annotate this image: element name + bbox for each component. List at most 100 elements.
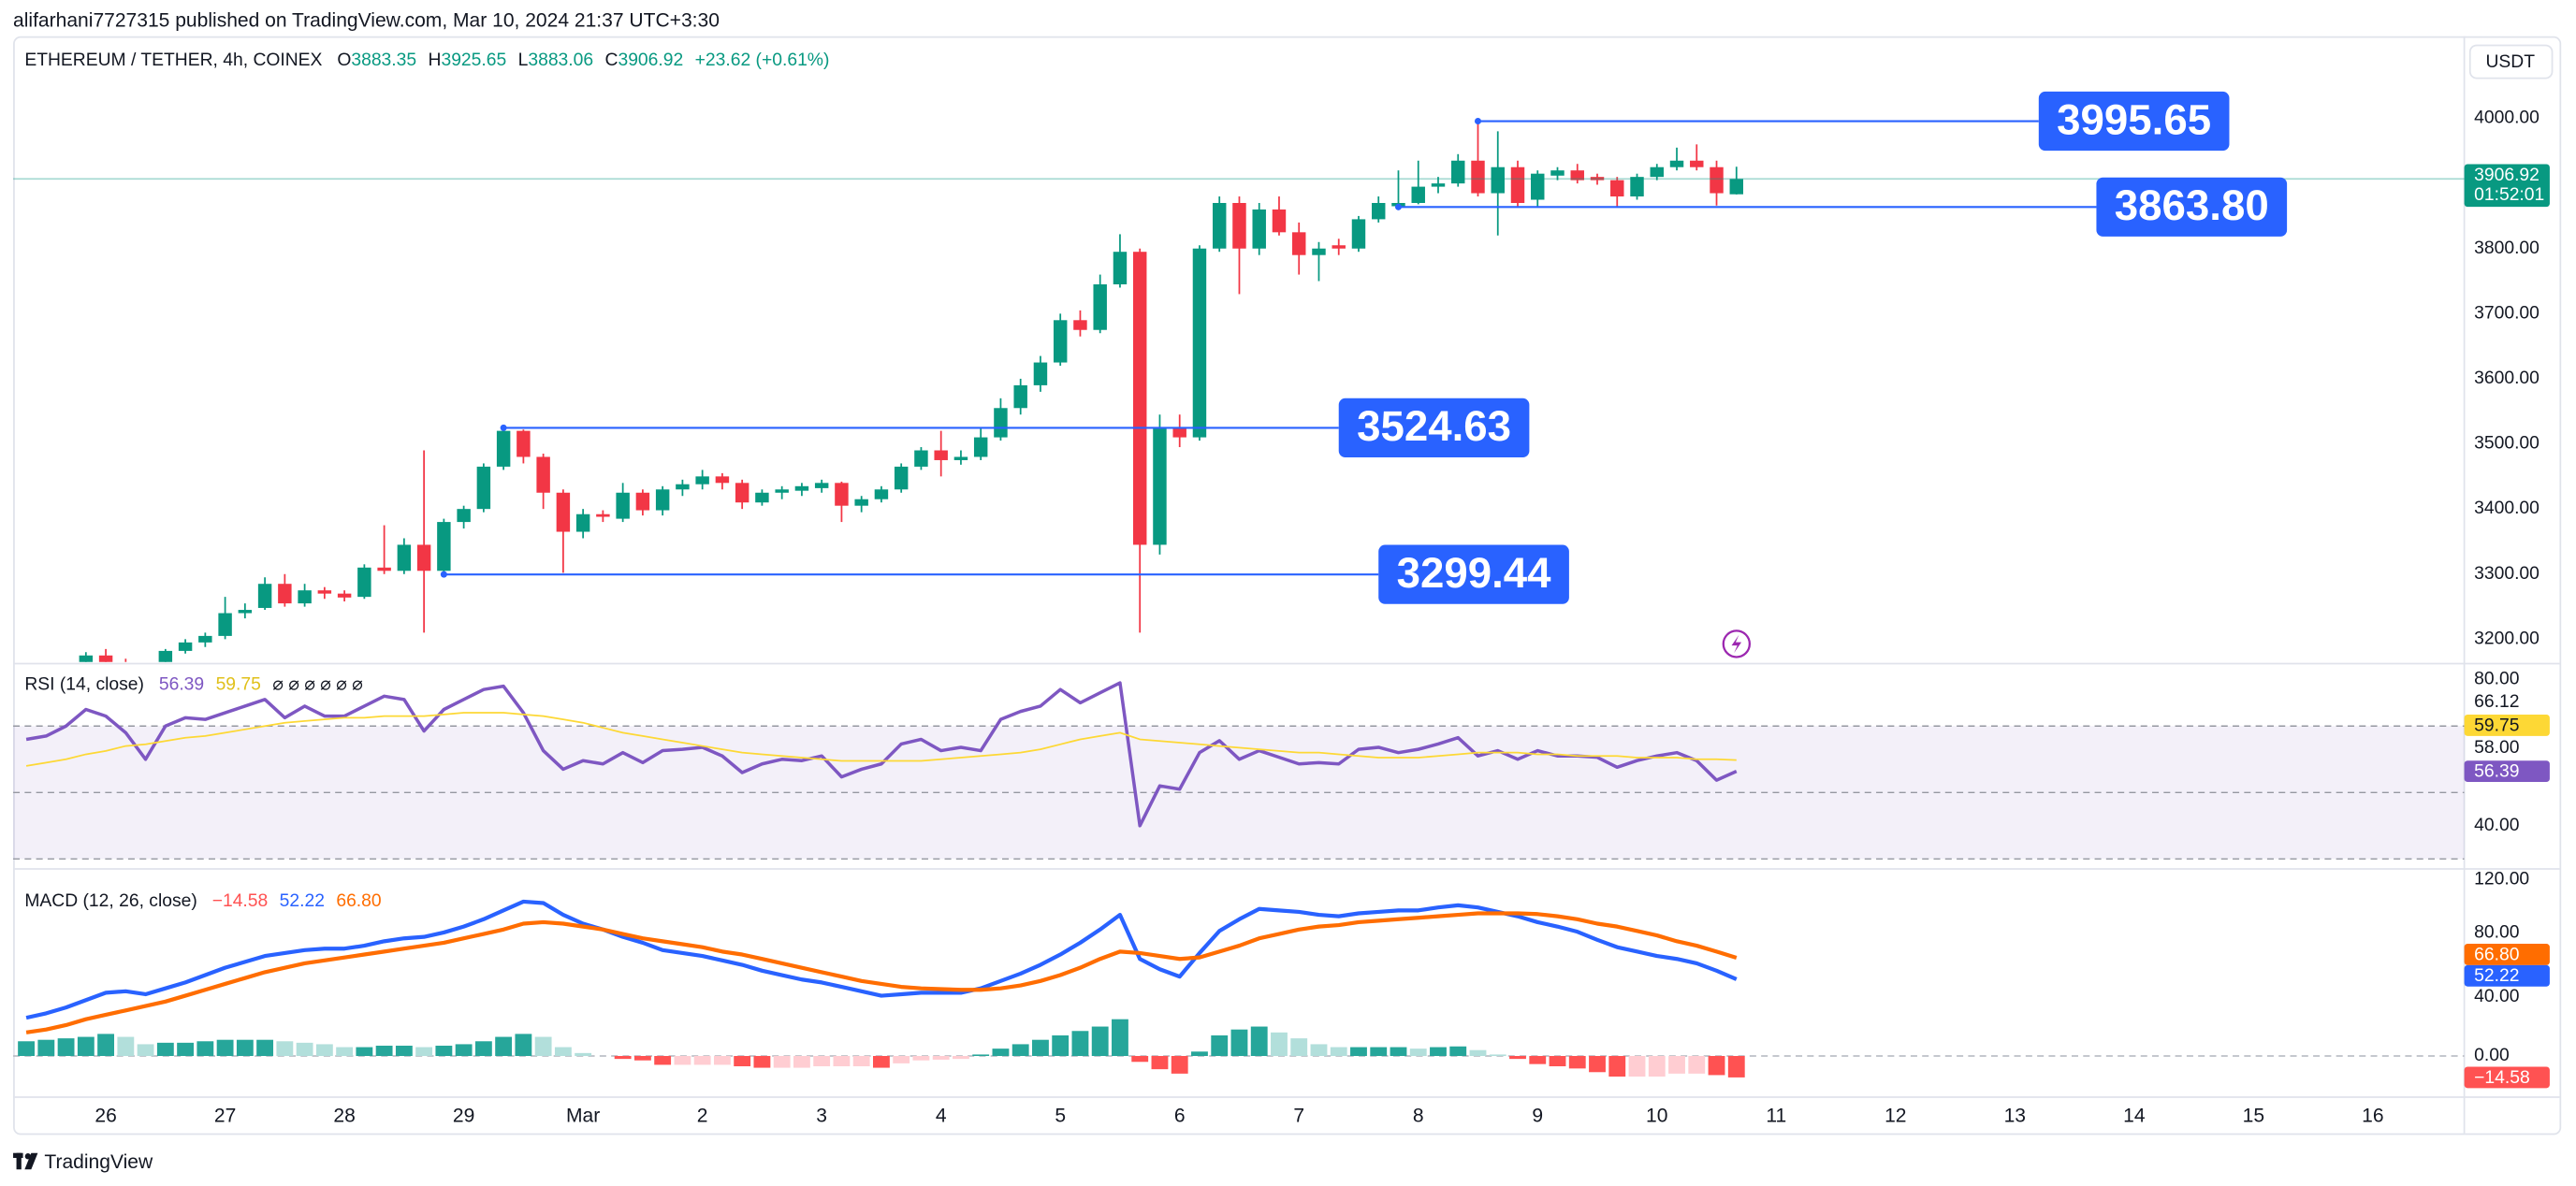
- candle-body: [357, 567, 371, 598]
- ohlc-value: 3925.65: [441, 51, 506, 70]
- histogram-bar: [156, 1042, 174, 1056]
- histogram-bar: [813, 1055, 831, 1066]
- y-tick-label: 80.00: [2474, 923, 2519, 943]
- candle-body: [198, 635, 212, 643]
- candle-body: [377, 567, 391, 571]
- candle-body: [814, 483, 829, 488]
- candle-body: [835, 483, 849, 506]
- alert-bolt[interactable]: [1731, 634, 1742, 654]
- histogram-bar: [833, 1055, 851, 1066]
- candle-body: [298, 590, 312, 604]
- x-tick-label: 5: [1055, 1106, 1066, 1127]
- x-tick-label: 26: [95, 1106, 116, 1127]
- histogram-bar: [1628, 1055, 1646, 1078]
- rsi-title: RSI (14, close): [24, 674, 144, 694]
- histogram-bar: [1370, 1047, 1388, 1056]
- logo-part: [16, 1152, 22, 1170]
- histogram-bar: [575, 1052, 592, 1056]
- series-line: [25, 681, 1738, 828]
- level-label: 3995.65: [2057, 95, 2211, 143]
- candle-body: [1669, 160, 1684, 167]
- alert-icon[interactable]: [1722, 629, 1752, 658]
- histogram-bar: [852, 1055, 870, 1066]
- x-tick-label: 2: [697, 1106, 708, 1127]
- candle-body: [1431, 183, 1446, 187]
- histogram-bar: [336, 1047, 354, 1056]
- rsi-legend: RSI (14, close) 56.39 59.75 ⌀ ⌀ ⌀ ⌀ ⌀ ⌀: [24, 674, 362, 694]
- axis-tag: [2464, 944, 2550, 965]
- histogram-bar: [196, 1041, 214, 1056]
- legend-value: 52.22: [280, 891, 325, 911]
- candle-body: [1550, 170, 1565, 176]
- histogram-bar: [296, 1042, 313, 1056]
- candle-body: [1332, 245, 1346, 249]
- histogram-bar: [216, 1039, 234, 1056]
- histogram-bar: [773, 1055, 791, 1068]
- histogram-bar: [1549, 1055, 1566, 1066]
- candle-body: [575, 513, 590, 532]
- ohlc-label: C: [605, 51, 619, 70]
- legend-value: 59.75: [216, 674, 261, 694]
- candle-body: [1471, 160, 1485, 194]
- macd-legend: MACD (12, 26, close) −14.58 52.22 66.80: [24, 891, 381, 911]
- candle-body: [337, 593, 352, 598]
- x-tick-label: Mar: [566, 1106, 600, 1127]
- histogram-bar: [1688, 1055, 1706, 1074]
- candle-body: [755, 492, 769, 503]
- histogram-bar: [435, 1045, 453, 1056]
- currency-button[interactable]: [2468, 44, 2554, 80]
- histogram-bar: [57, 1038, 75, 1056]
- histogram-bar: [1230, 1029, 1248, 1056]
- candle-body: [874, 489, 889, 499]
- histogram-bar: [1648, 1055, 1666, 1078]
- candle-body: [496, 430, 511, 467]
- histogram-bar: [1250, 1026, 1268, 1056]
- y-tick-label: 66.12: [2474, 692, 2519, 712]
- histogram-bar: [693, 1055, 711, 1065]
- axis-tag: [2464, 964, 2550, 987]
- candle-body: [1610, 180, 1624, 197]
- candle-body: [536, 456, 550, 493]
- level-box: [2038, 91, 2230, 152]
- histogram-bar: [1668, 1055, 1685, 1074]
- candle-body: [257, 584, 272, 608]
- y-tick-label: 3800.00: [2474, 239, 2540, 258]
- footer-brand: TradingView: [44, 1151, 153, 1173]
- candle-body: [914, 450, 928, 467]
- candle-body: [934, 450, 948, 460]
- currency[interactable]: USDT: [2486, 52, 2536, 72]
- x-tick-label: 8: [1413, 1106, 1424, 1127]
- histogram-bar: [1529, 1055, 1547, 1064]
- histogram-bar: [1091, 1026, 1109, 1056]
- change: +23.62 (+0.61%): [695, 51, 830, 70]
- legend-value: 66.80: [336, 891, 381, 911]
- level-label: 3524.63: [1357, 402, 1511, 450]
- legend-value: −14.58: [212, 891, 269, 911]
- histogram-bar: [932, 1055, 950, 1060]
- ohlc-label: H: [429, 51, 442, 70]
- histogram-bar: [1131, 1055, 1149, 1063]
- histogram-bar: [1151, 1055, 1169, 1070]
- candle-body: [894, 466, 909, 490]
- candle-body: [1291, 232, 1306, 255]
- axis-tag: [2464, 760, 2550, 783]
- candle-body: [973, 437, 988, 457]
- y-tick-label: 40.00: [2474, 816, 2519, 835]
- level-anchor: [500, 424, 507, 431]
- histogram-bar: [18, 1041, 35, 1056]
- macd-title: MACD (12, 26, close): [24, 891, 196, 911]
- histogram-bar: [97, 1034, 115, 1056]
- histogram-bar: [495, 1036, 513, 1056]
- histogram-bar: [1350, 1047, 1367, 1056]
- ohlc-value: 3883.35: [351, 51, 416, 70]
- candle-body: [476, 466, 491, 510]
- candle-body: [775, 489, 789, 493]
- y-tick-label: 3300.00: [2474, 564, 2540, 584]
- histogram-bar: [1171, 1055, 1188, 1074]
- y-tick-label: 3200.00: [2474, 629, 2540, 648]
- level-anchor: [1474, 118, 1482, 125]
- histogram-bar: [1390, 1047, 1407, 1056]
- candle-body: [1570, 170, 1584, 181]
- histogram-bar: [1071, 1031, 1089, 1056]
- histogram-bar: [1589, 1055, 1606, 1073]
